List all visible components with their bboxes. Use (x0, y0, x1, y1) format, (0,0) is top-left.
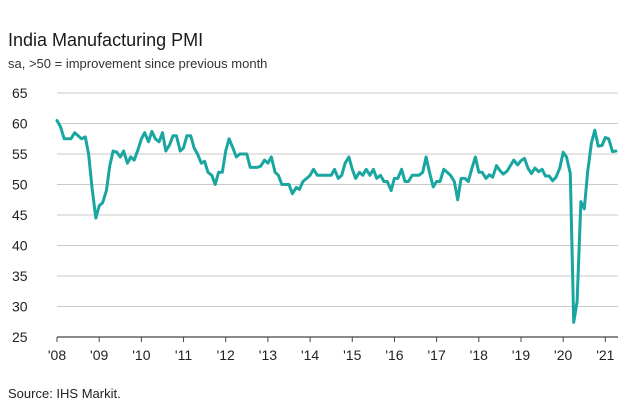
y-axis-tick-labels: 25 30 35 40 45 50 55 60 65 (12, 85, 28, 345)
y-tick-label-40: 40 (12, 238, 28, 254)
y-tick-label-55: 55 (12, 146, 28, 162)
series-layer (55, 119, 618, 324)
x-tick-label-2013: '13 (259, 347, 277, 363)
gridlines (57, 92, 618, 307)
x-tick-label-2020: '20 (554, 347, 572, 363)
y-tick-label-35: 35 (12, 268, 28, 284)
y-tick-label-60: 60 (12, 116, 28, 132)
x-tick-label-2014: '14 (301, 347, 319, 363)
x-axis-tick-labels: '08 '09 '10 '11 '12 '13 '14 '15 '16 '17 '18 '19 '20 '… (48, 347, 615, 363)
series-line-0 (55, 119, 618, 324)
y-tick-label-30: 30 (12, 299, 28, 315)
source-note: Source: IHS Markit. (8, 386, 121, 401)
x-tick-label-2016: '16 (385, 347, 403, 363)
x-tick-label-2010: '10 (132, 347, 150, 363)
x-axis (56, 336, 618, 342)
y-tick-label-50: 50 (12, 177, 28, 193)
chart-subtitle: sa, >50 = improvement since previous mon… (8, 56, 268, 71)
x-tick-label-2018: '18 (470, 347, 488, 363)
y-tick-label-25: 25 (12, 329, 28, 345)
y-tick-label-65: 65 (12, 85, 28, 101)
y-tick-label-45: 45 (12, 207, 28, 223)
x-tick-label-2012: '12 (217, 347, 235, 363)
x-tick-label-2015: '15 (343, 347, 361, 363)
x-tick-label-2017: '17 (427, 347, 445, 363)
x-tick-label-2008: '08 (48, 347, 66, 363)
chart-title: India Manufacturing PMI (8, 30, 204, 50)
x-tick-label-2009: '09 (90, 347, 108, 363)
x-tick-label-2011: '11 (175, 347, 192, 363)
x-tick-label-2019: '19 (512, 347, 530, 363)
x-tick-label-2021: '21 (596, 347, 614, 363)
